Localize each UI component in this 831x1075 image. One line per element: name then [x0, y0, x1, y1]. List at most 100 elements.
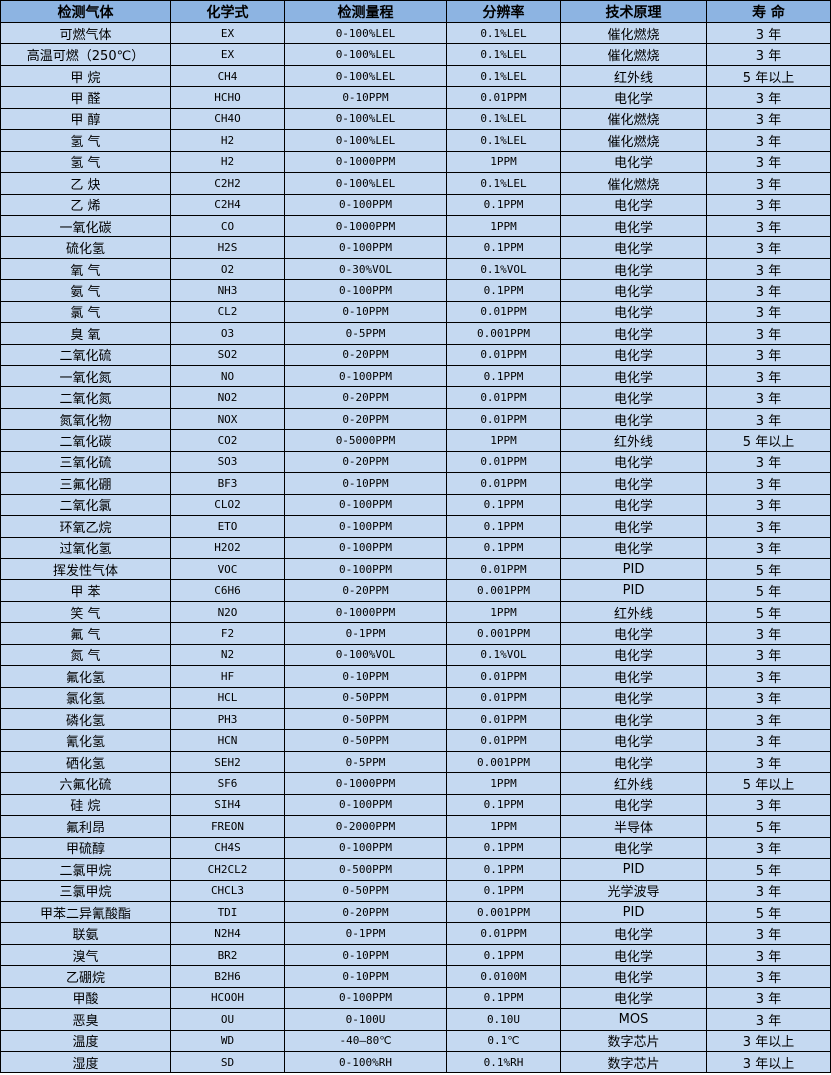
table-row: 氟化氢 HF 0-10PPM 0.01PPM 电化学 3 年 — [0, 665, 831, 688]
formula-cell: CL2 — [170, 300, 285, 324]
table-row: 氯化氢 HCL 0-50PPM 0.01PPM 电化学 3 年 — [0, 686, 831, 710]
lifespan-cell: 5 年 — [706, 815, 831, 838]
table-row: 氢 气 H2 0-1000PPM 1PPM 电化学 3 年 — [0, 150, 831, 174]
principle-cell: 电化学 — [560, 793, 707, 817]
gas-name-cell: 硒化氢 — [0, 750, 171, 774]
formula-cell: NO2 — [170, 386, 285, 409]
gas-name-cell: 氧 气 — [0, 257, 171, 281]
resolution-cell: 1PPM — [446, 815, 561, 838]
principle-cell: 催化燃烧 — [560, 172, 707, 195]
lifespan-cell: 3 年 — [706, 729, 831, 752]
principle-cell: 电化学 — [560, 986, 707, 1010]
table-row: 笑 气 N2O 0-1000PPM 1PPM 红外线 5 年 — [0, 600, 831, 624]
gas-name-cell: 甲 醛 — [0, 86, 171, 109]
resolution-cell: 0.1%LEL — [446, 21, 561, 45]
lifespan-cell: 3 年 — [706, 922, 831, 945]
principle-cell: 催化燃烧 — [560, 129, 707, 152]
resolution-cell: 0.1PPM — [446, 793, 561, 817]
gas-name-cell: 氨 气 — [0, 279, 171, 302]
resolution-cell: 0.001PPM — [446, 900, 561, 924]
resolution-cell: 0.0100M — [446, 965, 561, 988]
principle-cell: 红外线 — [560, 64, 707, 88]
gas-name-cell: 甲 烷 — [0, 64, 171, 88]
formula-cell: HCOOH — [170, 986, 285, 1010]
principle-cell: 红外线 — [560, 429, 707, 452]
resolution-cell: 0.1PPM — [446, 493, 561, 517]
table-row: 一氧化氮 NO 0-100PPM 0.1PPM 电化学 3 年 — [0, 364, 831, 388]
principle-cell: 电化学 — [560, 279, 707, 302]
table-row: 三氯甲烷 CHCL3 0-50PPM 0.1PPM 光学波导 3 年 — [0, 879, 831, 902]
table-row: 乙 炔 C2H2 0-100%LEL 0.1%LEL 催化燃烧 3 年 — [0, 172, 831, 195]
table-row: 环氧乙烷 ETO 0-100PPM 0.1PPM 电化学 3 年 — [0, 515, 831, 538]
lifespan-cell: 3 年 — [706, 279, 831, 302]
principle-cell: 电化学 — [560, 622, 707, 645]
table-row: 甲 醛 HCHO 0-10PPM 0.01PPM 电化学 3 年 — [0, 86, 831, 109]
gas-name-cell: 氰化氢 — [0, 729, 171, 752]
lifespan-cell: 3 年 — [706, 236, 831, 259]
table-row: 挥发性气体 VOC 0-100PPM 0.01PPM PID 5 年 — [0, 557, 831, 581]
lifespan-cell: 3 年以上 — [706, 1029, 831, 1053]
principle-cell: MOS — [560, 1008, 707, 1031]
gas-name-cell: 甲 醇 — [0, 107, 171, 131]
gas-name-cell: 氯化氢 — [0, 686, 171, 710]
gas-name-cell: 乙 炔 — [0, 172, 171, 195]
table-row: 一氧化碳 CO 0-1000PPM 1PPM 电化学 3 年 — [0, 214, 831, 238]
header-formula: 化学式 — [170, 0, 285, 23]
principle-cell: 电化学 — [560, 665, 707, 688]
principle-cell: 电化学 — [560, 515, 707, 538]
table-row: 甲 烷 CH4 0-100%LEL 0.1%LEL 红外线 5 年以上 — [0, 64, 831, 88]
resolution-cell: 0.1%LEL — [446, 129, 561, 152]
gas-name-cell: 一氧化碳 — [0, 214, 171, 238]
range-cell: 0-50PPM — [284, 707, 447, 731]
table-row: 可燃气体 EX 0-100%LEL 0.1%LEL 催化燃烧 3 年 — [0, 21, 831, 45]
resolution-cell: 1PPM — [446, 214, 561, 238]
resolution-cell: 0.1PPM — [446, 536, 561, 559]
lifespan-cell: 3 年 — [706, 150, 831, 174]
formula-cell: EX — [170, 21, 285, 45]
gas-name-cell: 二氧化氮 — [0, 386, 171, 409]
resolution-cell: 0.10U — [446, 1008, 561, 1031]
resolution-cell: 0.001PPM — [446, 750, 561, 774]
principle-cell: 电化学 — [560, 257, 707, 281]
resolution-cell: 0.1PPM — [446, 986, 561, 1010]
principle-cell: 电化学 — [560, 729, 707, 752]
resolution-cell: 1PPM — [446, 600, 561, 624]
table-row: 甲 醇 CH4O 0-100%LEL 0.1%LEL 催化燃烧 3 年 — [0, 107, 831, 131]
formula-cell: BF3 — [170, 472, 285, 495]
table-row: 硒化氢 SEH2 0-5PPM 0.001PPM 电化学 3 年 — [0, 750, 831, 774]
range-cell: 0-100PPM — [284, 536, 447, 559]
range-cell: 0-50PPM — [284, 879, 447, 902]
range-cell: -40—80℃ — [284, 1029, 447, 1053]
lifespan-cell: 5 年以上 — [706, 64, 831, 88]
lifespan-cell: 3 年 — [706, 193, 831, 216]
gas-name-cell: 二氧化硫 — [0, 343, 171, 367]
lifespan-cell: 3 年 — [706, 343, 831, 367]
range-cell: 0-1000PPM — [284, 772, 447, 795]
table-row: 温度 WD -40—80℃ 0.1℃ 数字芯片 3 年以上 — [0, 1029, 831, 1053]
formula-cell: C2H4 — [170, 193, 285, 216]
principle-cell: PID — [560, 858, 707, 881]
formula-cell: FREON — [170, 815, 285, 838]
formula-cell: HCL — [170, 686, 285, 710]
gas-name-cell: 乙 烯 — [0, 193, 171, 216]
formula-cell: NH3 — [170, 279, 285, 302]
range-cell: 0-100PPM — [284, 793, 447, 817]
principle-cell: 电化学 — [560, 493, 707, 517]
resolution-cell: 0.1PPM — [446, 193, 561, 216]
lifespan-cell: 3 年 — [706, 515, 831, 538]
table-row: 氯 气 CL2 0-10PPM 0.01PPM 电化学 3 年 — [0, 300, 831, 324]
lifespan-cell: 3 年 — [706, 965, 831, 988]
principle-cell: 电化学 — [560, 922, 707, 945]
gas-name-cell: 氟利昂 — [0, 815, 171, 838]
gas-name-cell: 甲酸 — [0, 986, 171, 1010]
table-row: 二氧化硫 SO2 0-20PPM 0.01PPM 电化学 3 年 — [0, 343, 831, 367]
formula-cell: CO — [170, 214, 285, 238]
gas-name-cell: 恶臭 — [0, 1008, 171, 1031]
header-lifespan: 寿 命 — [706, 0, 831, 23]
range-cell: 0-50PPM — [284, 729, 447, 752]
formula-cell: SF6 — [170, 772, 285, 795]
gas-name-cell: 硫化氢 — [0, 236, 171, 259]
resolution-cell: 0.1%RH — [446, 1050, 561, 1074]
lifespan-cell: 3 年 — [706, 472, 831, 495]
resolution-cell: 0.01PPM — [446, 665, 561, 688]
